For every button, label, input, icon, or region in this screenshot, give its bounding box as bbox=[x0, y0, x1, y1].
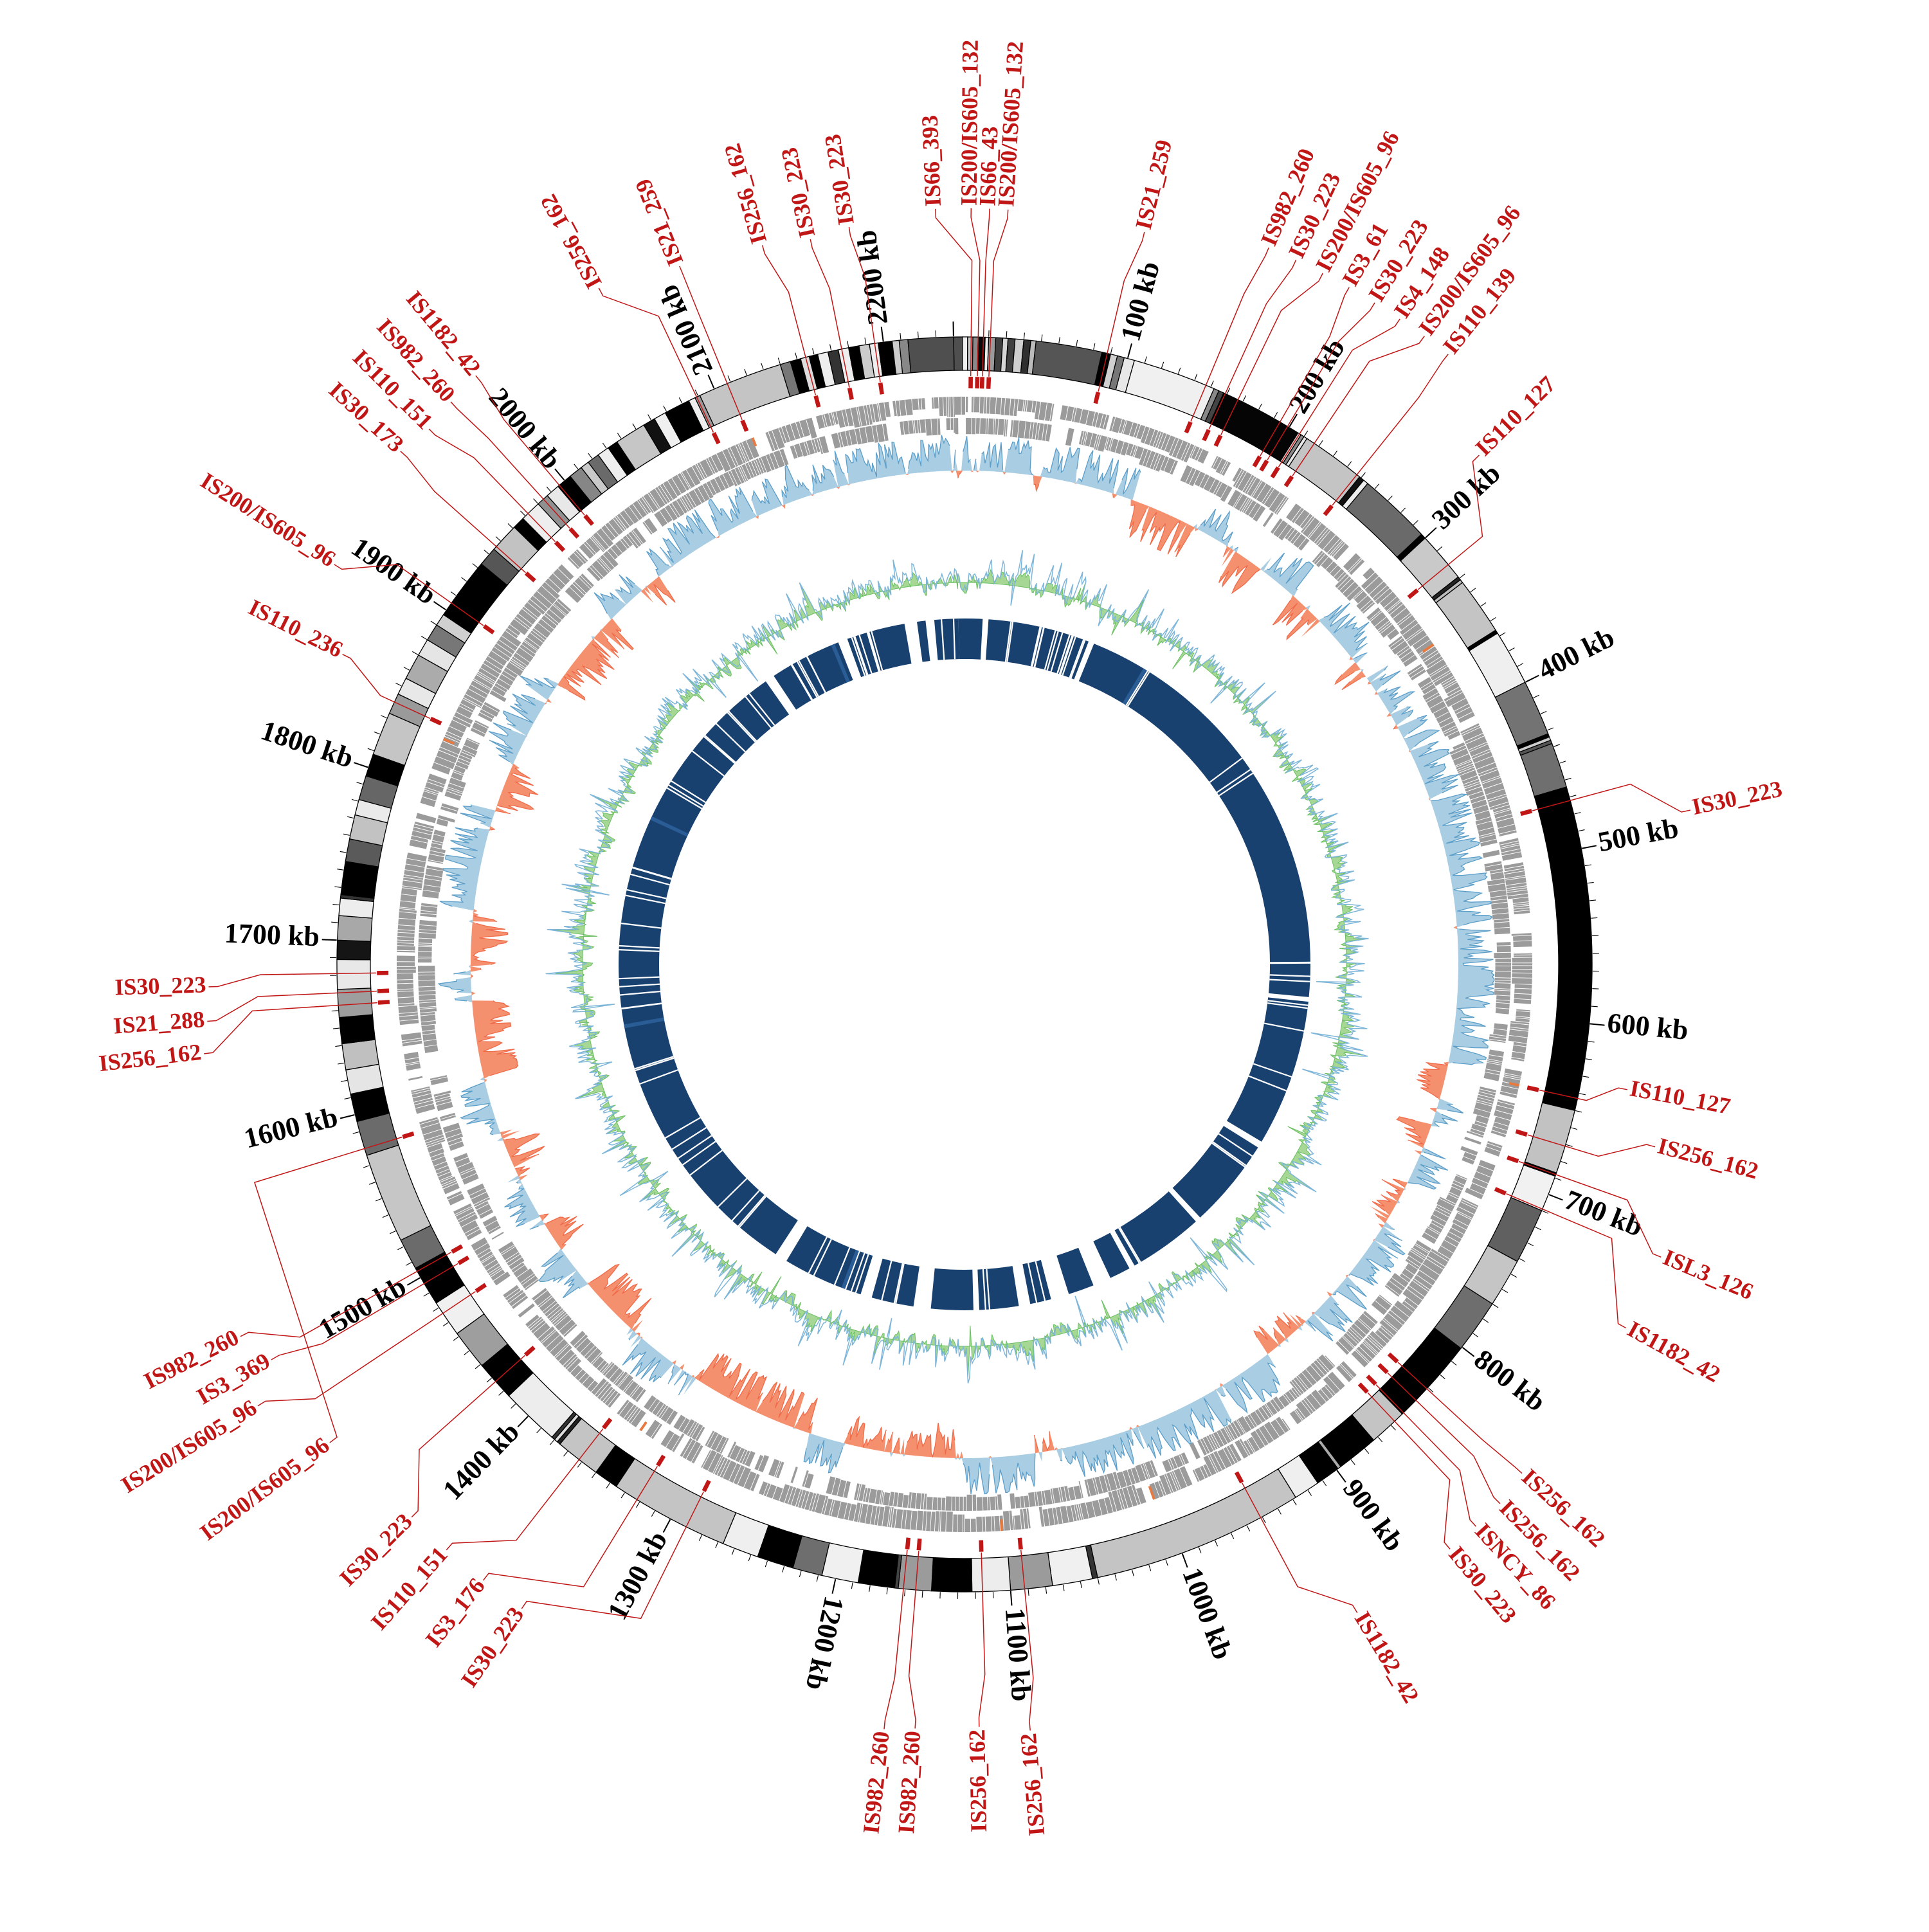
svg-text:IS256_162: IS256_162 bbox=[964, 1729, 992, 1832]
svg-text:IS30_223: IS30_223 bbox=[114, 971, 206, 1000]
svg-text:IS66_393: IS66_393 bbox=[917, 114, 946, 206]
svg-text:1700 kb: 1700 kb bbox=[224, 917, 320, 953]
